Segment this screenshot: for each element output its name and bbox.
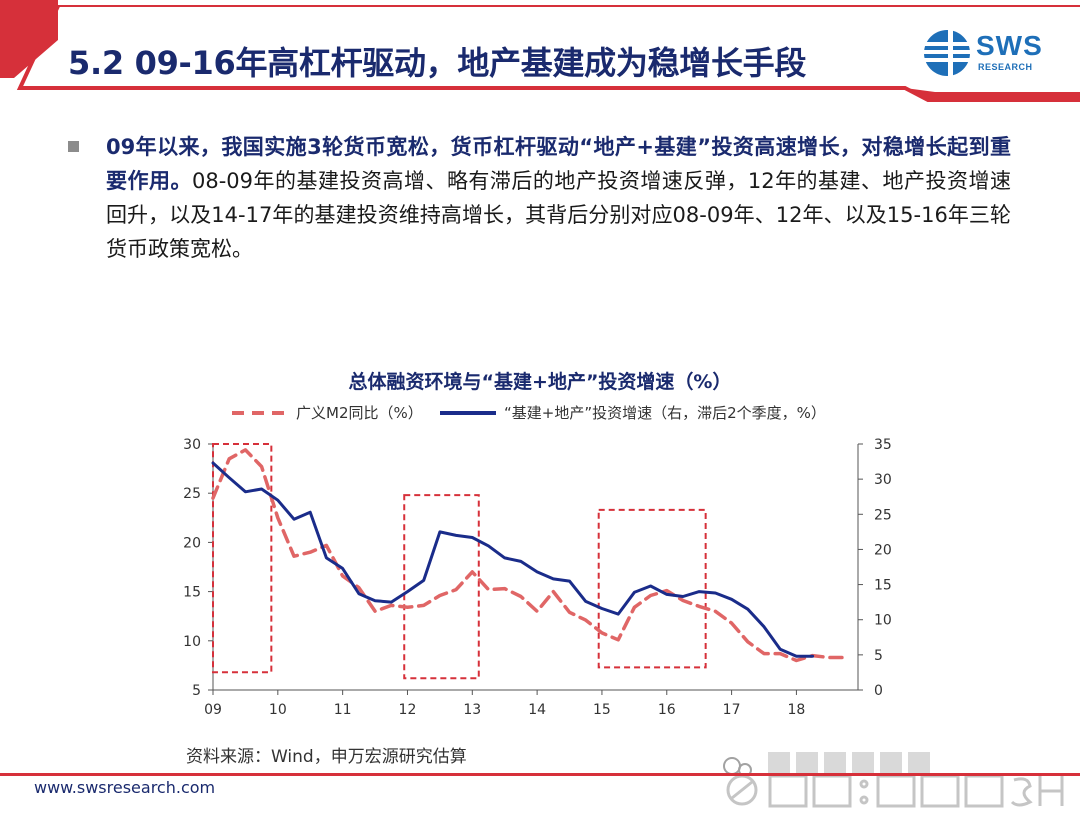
- watermark: [718, 746, 1080, 810]
- x-tick-label-17: 17: [723, 702, 741, 718]
- header-banner-shape: [0, 0, 1080, 102]
- y-left-tick-label-20: 20: [183, 535, 201, 551]
- legend-label-investment: “基建+地产”投资增速（右，滞后2个季度，%）: [504, 404, 826, 422]
- bullet-square-icon: [68, 141, 79, 152]
- y-left-tick-label-30: 30: [183, 437, 201, 453]
- highlight-box-1: [212, 443, 273, 674]
- series-line-investment: [211, 461, 815, 658]
- x-tick-label-09: 09: [204, 702, 222, 718]
- y-right-tick-label-35: 35: [874, 437, 892, 453]
- y-right-tick-label-25: 25: [874, 507, 892, 523]
- legend-item-m2: 广义M2同比（%）: [232, 402, 423, 423]
- x-tick-label-18: 18: [788, 702, 806, 718]
- legend-label-m2: 广义M2同比（%）: [296, 404, 423, 422]
- x-tick-label-10: 10: [269, 702, 287, 718]
- sws-logo: SWS RESEARCH: [922, 28, 1062, 78]
- y-right-tick-label-15: 15: [874, 578, 892, 594]
- x-tick-label-12: 12: [399, 702, 417, 718]
- y-right-tick-label-0: 0: [874, 683, 883, 699]
- slide-header: 5.2 09-16年高杠杆驱动，地产基建成为稳增长手段 SWS RESEARCH: [0, 0, 1080, 110]
- bullet-normal-text: 08-09年的基建投资高增、略有滞后的地产投资增速反弹，12年的基建、地产投资增…: [106, 169, 1011, 261]
- x-tick-label-16: 16: [658, 702, 676, 718]
- y-left-tick-label-15: 15: [183, 585, 201, 601]
- y-left-tick-label-25: 25: [183, 486, 201, 502]
- y-right-tick-label-5: 5: [874, 648, 883, 664]
- legend-swatch-dashed: [232, 410, 288, 415]
- highlight-box-3: [597, 508, 707, 669]
- y-left-tick-label-5: 5: [192, 683, 201, 699]
- chart-legend: 广义M2同比（%） “基建+地产”投资增速（右，滞后2个季度，%）: [0, 402, 1080, 428]
- series-line-m2: [211, 448, 847, 663]
- footer-url: www.swsresearch.com: [34, 778, 216, 797]
- legend-swatch-solid: [440, 410, 496, 415]
- watermark-image: [723, 752, 1064, 808]
- x-tick-label-15: 15: [593, 702, 611, 718]
- y-left-tick-label-10: 10: [183, 634, 201, 650]
- x-tick-label-13: 13: [463, 702, 481, 718]
- y-right-tick-label-20: 20: [874, 542, 892, 558]
- logo-text: SWS: [976, 30, 1043, 61]
- chart-title: 总体融资环境与“基建+地产”投资增速（%）: [348, 371, 732, 393]
- x-tick-label-14: 14: [528, 702, 546, 718]
- bullet-bold-text: 09年以来，我国实施3轮货币宽松，货币杠杆驱动“地产+基建”投资高速增长，对稳增…: [106, 135, 1011, 193]
- logo-subtext: RESEARCH: [978, 62, 1033, 72]
- y-right-tick-label-10: 10: [874, 613, 892, 629]
- y-right-tick-label-30: 30: [874, 472, 892, 488]
- source-note: 资料来源：Wind，申万宏源研究估算: [186, 747, 467, 767]
- footer-divider: [0, 773, 1080, 776]
- slide-title: 5.2 09-16年高杠杆驱动，地产基建成为稳增长手段: [68, 44, 807, 82]
- highlight-box-2: [403, 494, 480, 680]
- bullet-paragraph: 09年以来，我国实施3轮货币宽松，货币杠杆驱动“地产+基建”投资高速增长，对稳增…: [106, 130, 1011, 266]
- legend-item-investment: “基建+地产”投资增速（右，滞后2个季度，%）: [440, 402, 826, 423]
- x-tick-label-11: 11: [334, 702, 352, 718]
- sws-logo-icon: [924, 30, 970, 76]
